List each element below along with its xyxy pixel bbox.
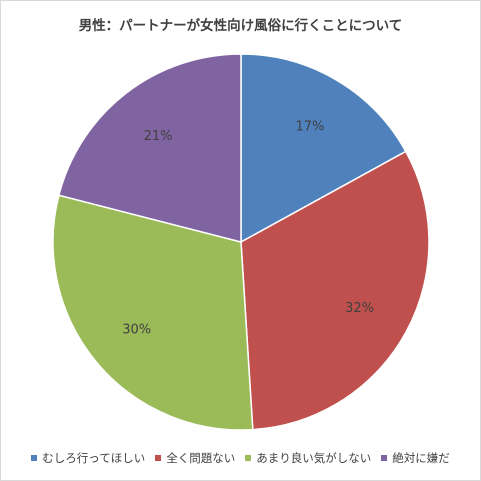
data-label: 30% — [122, 322, 151, 337]
pie-slice — [240, 53, 407, 244]
legend-label: むしろ行ってほしい — [42, 451, 146, 465]
pie-slice — [57, 53, 242, 243]
legend-entry: あまり良い気がしない — [245, 450, 371, 466]
legend-entry: 全く問題ない — [155, 450, 235, 466]
legend-entry: むしろ行ってほしい — [31, 450, 145, 466]
legend-label: 絶対に嫌だ — [392, 451, 450, 465]
data-label: 32% — [345, 301, 374, 316]
legend-entry: 絶対に嫌だ — [381, 450, 450, 466]
chart-legend: むしろ行ってほしい 全く問題ない あまり良い気がしない 絶対に嫌だ — [0, 450, 481, 466]
pie-slice — [52, 194, 254, 431]
chart-title: 男性：パートナーが女性向け風俗に行くことについて — [78, 18, 403, 34]
legend-swatch — [381, 455, 388, 461]
pie-slice — [240, 150, 430, 431]
legend-label: 全く問題ない — [166, 451, 236, 465]
legend-swatch — [31, 455, 38, 461]
data-label: 17% — [295, 119, 324, 134]
data-label: 21% — [144, 129, 173, 144]
legend-label: あまり良い気がしない — [256, 451, 372, 465]
legend-swatch — [155, 455, 162, 461]
legend-swatch — [245, 455, 252, 461]
